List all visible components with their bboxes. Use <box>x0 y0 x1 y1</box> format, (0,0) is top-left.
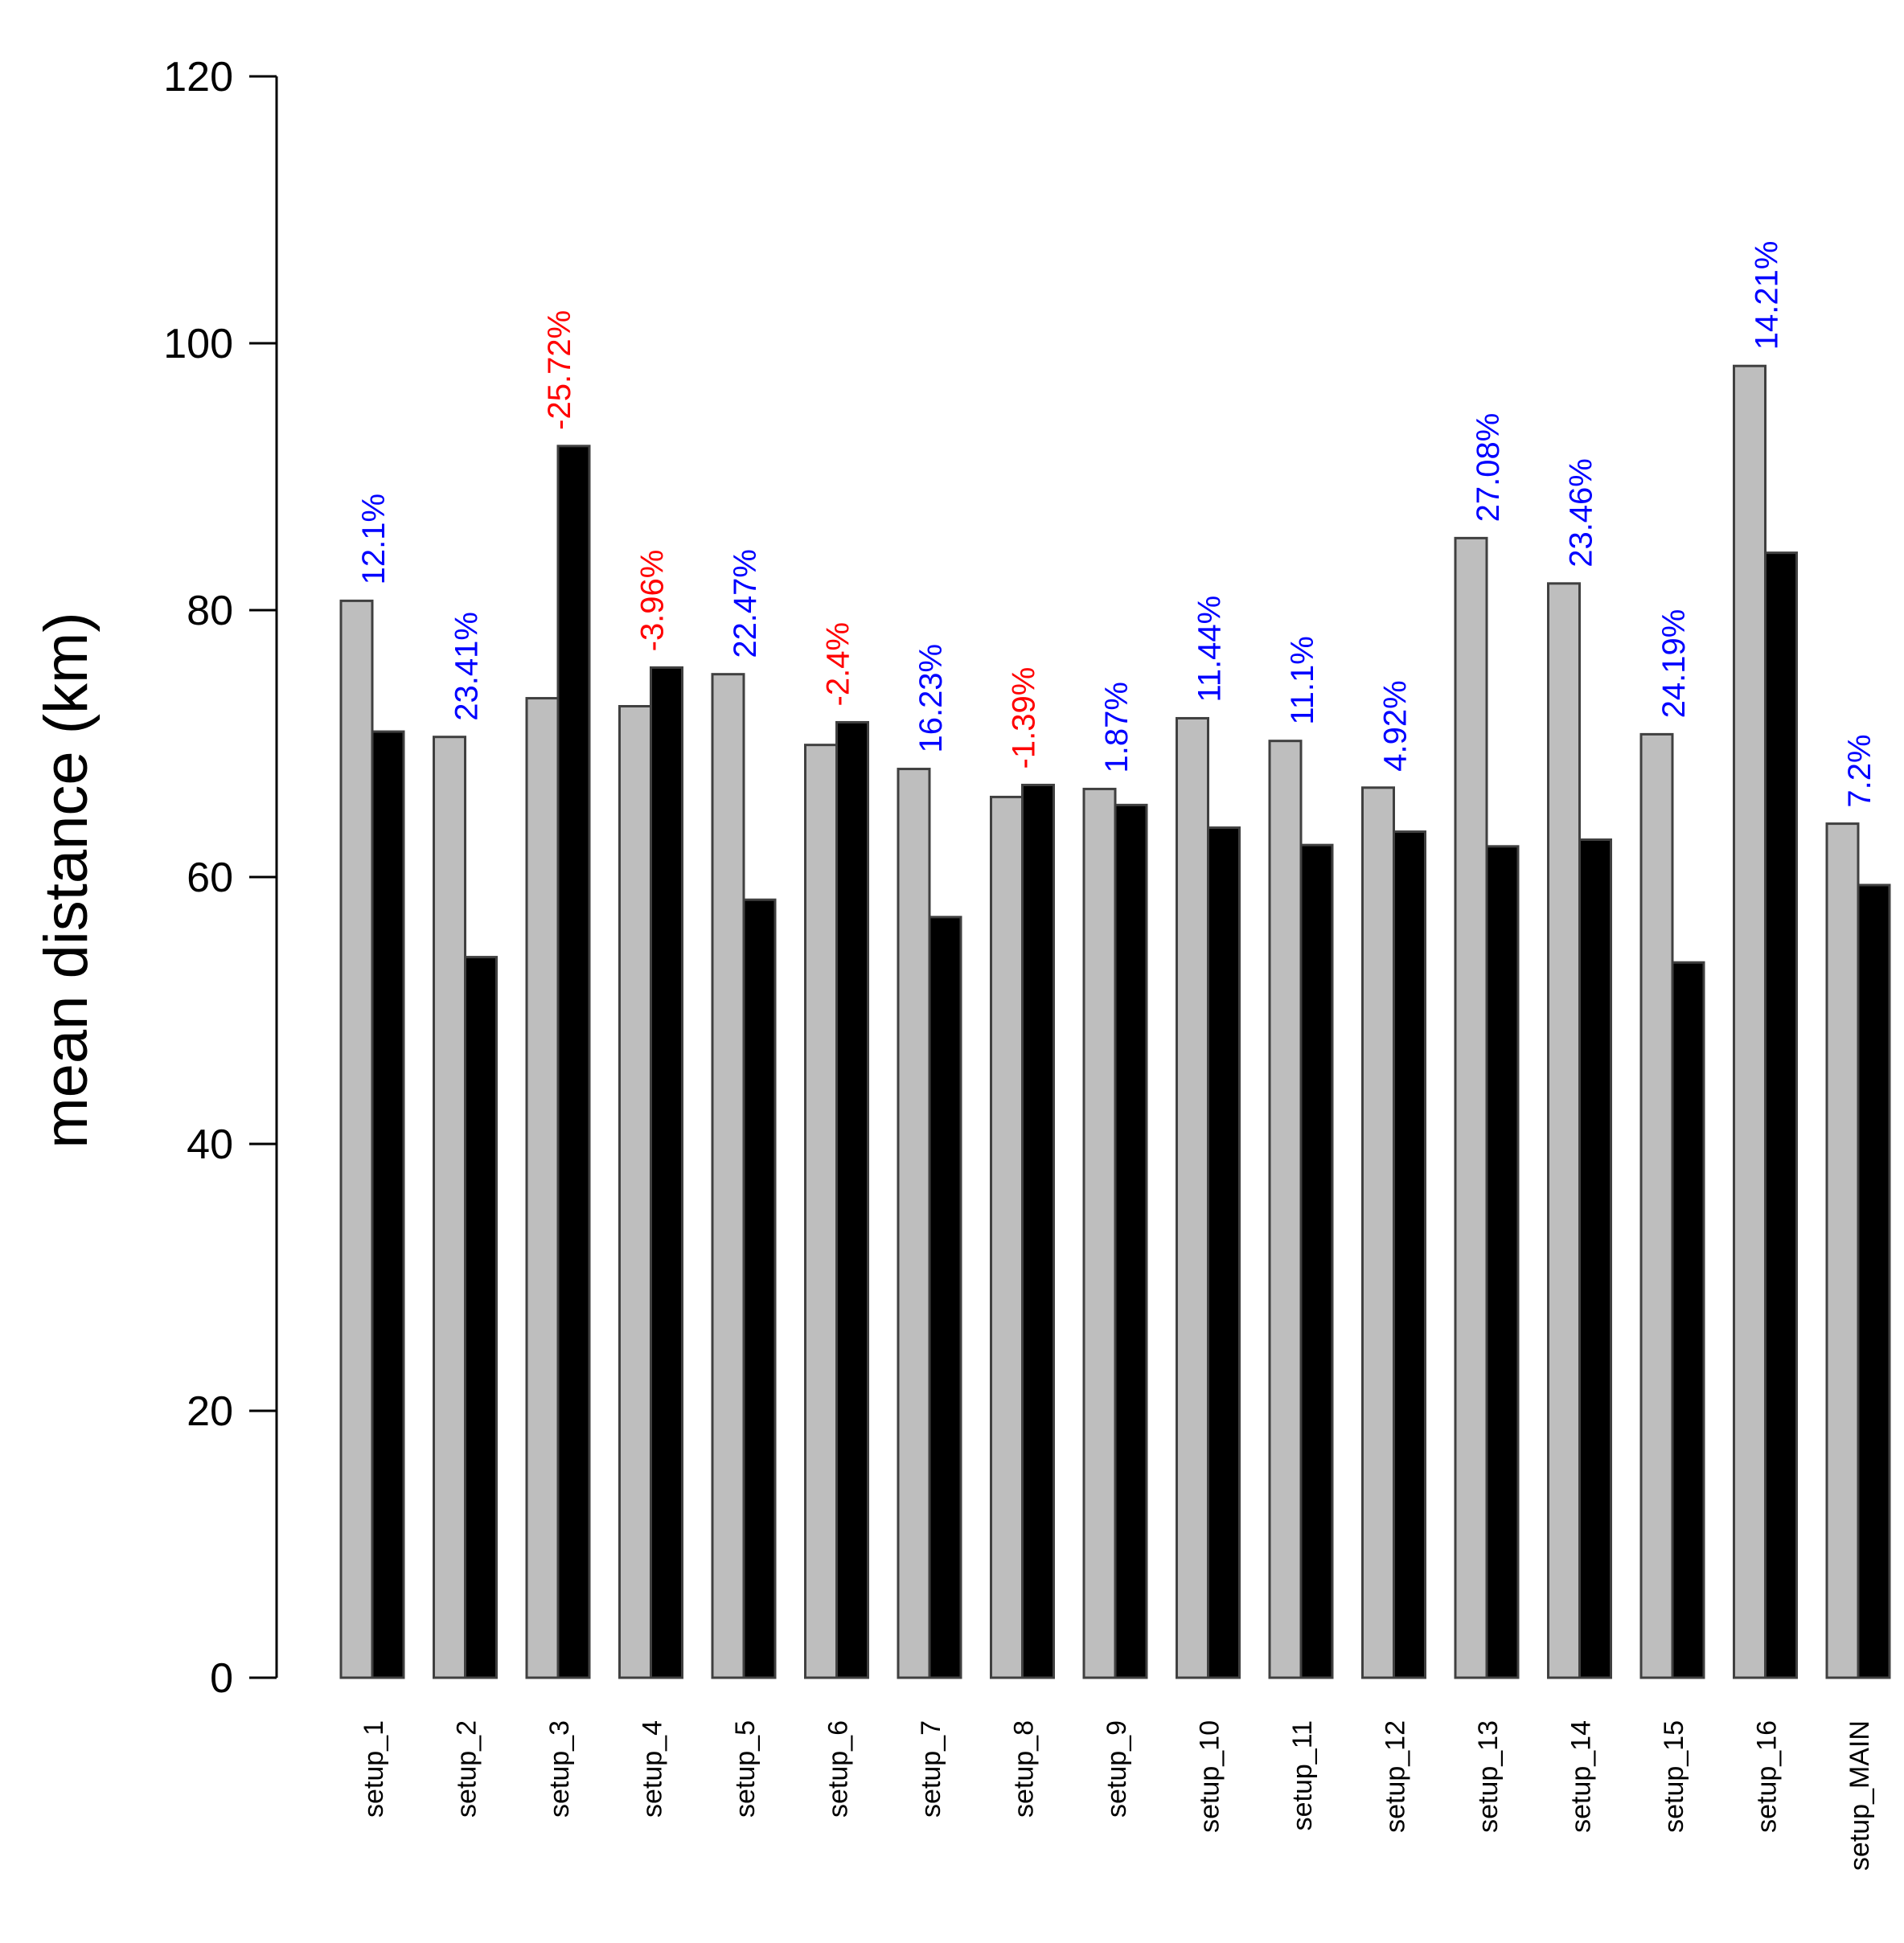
bar-grey-setup_15 <box>1639 732 1674 1679</box>
bar-black-setup_9 <box>1114 803 1148 1679</box>
bar-grey-setup_7 <box>897 768 931 1679</box>
bar-grey-setup_10 <box>1176 716 1209 1679</box>
x-label-setup_15: setup_15 <box>1659 1720 1689 1833</box>
x-axis-labels: setup_1 setup_2 setup_3 setup_4 setup_5 setup… <box>359 1720 1875 1871</box>
x-label-setup_1: setup_1 <box>359 1720 389 1818</box>
bar-black-setup_8 <box>1021 783 1055 1679</box>
bar-grey-setup_16 <box>1733 364 1767 1679</box>
bar-grey-setup_5 <box>711 673 745 1679</box>
bar-grey-setup_8 <box>990 795 1024 1679</box>
pct-label-setup_MAIN: 7.2% <box>1842 734 1877 807</box>
y-tick-label: 80 <box>187 588 233 634</box>
bar-grey-setup_14 <box>1547 582 1581 1679</box>
x-label-setup_11: setup_11 <box>1287 1720 1318 1830</box>
bar-grey-setup_6 <box>804 744 838 1679</box>
percentage-annotations: 12.1% 23.41% -25.72% -3.96% 22.47% -2.4% 16.23… <box>356 241 1877 808</box>
pct-label-setup_8: -1.39% <box>1007 667 1042 769</box>
bar-grey-setup_11 <box>1268 740 1303 1679</box>
pct-label-setup_9: 1.87% <box>1099 682 1135 773</box>
x-label-setup_6: setup_6 <box>823 1720 854 1818</box>
pct-label-setup_11: 11.1% <box>1285 636 1320 724</box>
bar-black-setup_1 <box>371 730 405 1679</box>
pct-label-setup_7: 16.23% <box>913 644 949 753</box>
pct-label-setup_13: 27.08% <box>1471 413 1506 523</box>
y-tick-label: 60 <box>187 855 233 901</box>
bar-black-setup_2 <box>464 956 498 1679</box>
bars <box>339 364 1891 1679</box>
bar-grey-setup_MAIN <box>1825 822 1860 1679</box>
x-label-setup_3: setup_3 <box>544 1720 575 1818</box>
bar-grey-setup_12 <box>1361 786 1395 1679</box>
y-tick-label: 40 <box>187 1121 233 1168</box>
x-label-setup_2: setup_2 <box>452 1720 482 1818</box>
bar-grey-setup_13 <box>1454 536 1488 1679</box>
y-tick-label: 120 <box>163 54 233 100</box>
pct-label-setup_14: 23.46% <box>1564 458 1599 568</box>
pct-label-setup_12: 4.92% <box>1378 680 1414 771</box>
bar-black-setup_11 <box>1299 843 1334 1679</box>
bar-grey-setup_1 <box>339 599 374 1679</box>
pct-label-setup_6: -2.4% <box>821 622 856 707</box>
x-label-setup_16: setup_16 <box>1752 1720 1783 1833</box>
bar-grey-setup_2 <box>433 736 466 1679</box>
y-tick-label: 0 <box>210 1655 233 1702</box>
pct-label-setup_16: 14.21% <box>1750 241 1785 350</box>
pct-label-setup_1: 12.1% <box>356 494 392 584</box>
x-label-setup_4: setup_4 <box>638 1720 668 1818</box>
x-label-setup_5: setup_5 <box>730 1720 761 1818</box>
bar-grey-setup_4 <box>618 705 652 1679</box>
bar-black-setup_10 <box>1207 826 1241 1679</box>
x-label-setup_7: setup_7 <box>916 1720 946 1818</box>
pct-label-setup_2: 23.41% <box>449 612 485 721</box>
x-label-setup_8: setup_8 <box>1009 1720 1040 1818</box>
x-label-setup_9: setup_9 <box>1102 1720 1132 1818</box>
y-tick-label: 100 <box>163 321 233 367</box>
pct-label-setup_4: -3.96% <box>635 550 671 652</box>
pct-label-setup_15: 24.19% <box>1656 609 1692 719</box>
y-axis: 0 20 40 60 80 100 120 <box>163 54 278 1702</box>
bar-black-setup_6 <box>835 720 869 1679</box>
bar-grey-setup_9 <box>1082 787 1117 1679</box>
y-tick-label: 20 <box>187 1388 233 1435</box>
x-label-setup_14: setup_14 <box>1566 1720 1597 1833</box>
pct-label-setup_3: -25.72% <box>542 310 577 430</box>
bar-grey-setup_3 <box>525 697 560 1679</box>
pct-label-setup_10: 11.44% <box>1192 596 1228 703</box>
x-label-setup_MAIN: setup_MAIN <box>1844 1720 1875 1871</box>
bar-black-setup_15 <box>1671 961 1705 1679</box>
bar-black-setup_7 <box>928 916 962 1679</box>
bar-black-setup_4 <box>650 666 683 1679</box>
bar-black-setup_MAIN <box>1857 883 1891 1679</box>
bar-black-setup_16 <box>1764 551 1798 1679</box>
x-label-setup_12: setup_12 <box>1381 1720 1411 1833</box>
x-label-setup_13: setup_13 <box>1473 1720 1504 1833</box>
pct-label-setup_5: 22.47% <box>728 549 763 658</box>
bar-black-setup_13 <box>1485 845 1520 1679</box>
bar-black-setup_14 <box>1578 838 1612 1679</box>
x-label-setup_10: setup_10 <box>1195 1720 1225 1833</box>
bar-black-setup_3 <box>556 445 591 1679</box>
bar-black-setup_5 <box>742 898 777 1679</box>
y-axis-title: mean distance (km) <box>32 612 101 1148</box>
bar-black-setup_12 <box>1393 830 1426 1679</box>
